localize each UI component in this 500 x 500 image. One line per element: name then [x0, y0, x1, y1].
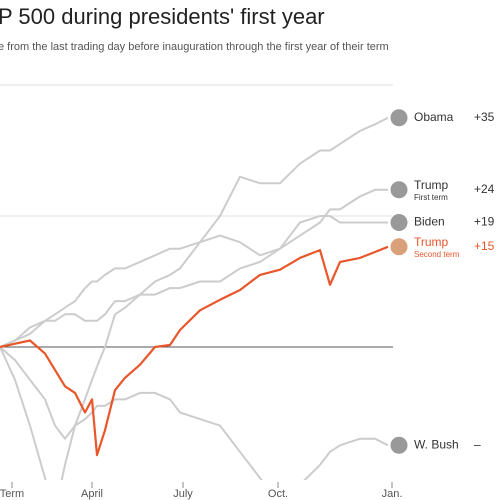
x-tick-label: July [173, 488, 193, 500]
end-value-label: +24 [474, 182, 495, 196]
face-icon [389, 108, 409, 128]
face-icon [389, 435, 409, 455]
end-value-label: +19 [474, 215, 495, 229]
legend-name: Trump [414, 178, 449, 192]
face-icon [389, 213, 409, 233]
end-value-label: +35 [474, 110, 495, 124]
face-icon [389, 237, 409, 257]
chart-title: P 500 during presidents' first year [0, 4, 325, 29]
legend-sublabel: Second term [414, 250, 460, 259]
face-icon [389, 180, 409, 200]
plot-area [0, 116, 389, 480]
x-tick-label: Oct. [268, 488, 288, 500]
legend-name: Obama [414, 110, 454, 124]
series-line [0, 215, 388, 348]
series-line [0, 188, 388, 348]
legend-name: Trump [414, 235, 449, 249]
series-line [0, 116, 389, 480]
end-value-label: +15 [474, 239, 495, 253]
series-line [0, 245, 389, 457]
legend-name: W. Bush [414, 437, 459, 451]
chart-subtitle: e from the last trading day before inaug… [0, 41, 389, 53]
end-value-label: – [474, 437, 481, 451]
x-tick-label: Jan. [382, 488, 403, 500]
series-line [0, 346, 389, 480]
legend-sublabel: First term [414, 193, 448, 202]
x-tick-label: April [81, 488, 103, 500]
x-tick-label: Term [0, 488, 24, 500]
legend-name: Biden [414, 215, 445, 229]
